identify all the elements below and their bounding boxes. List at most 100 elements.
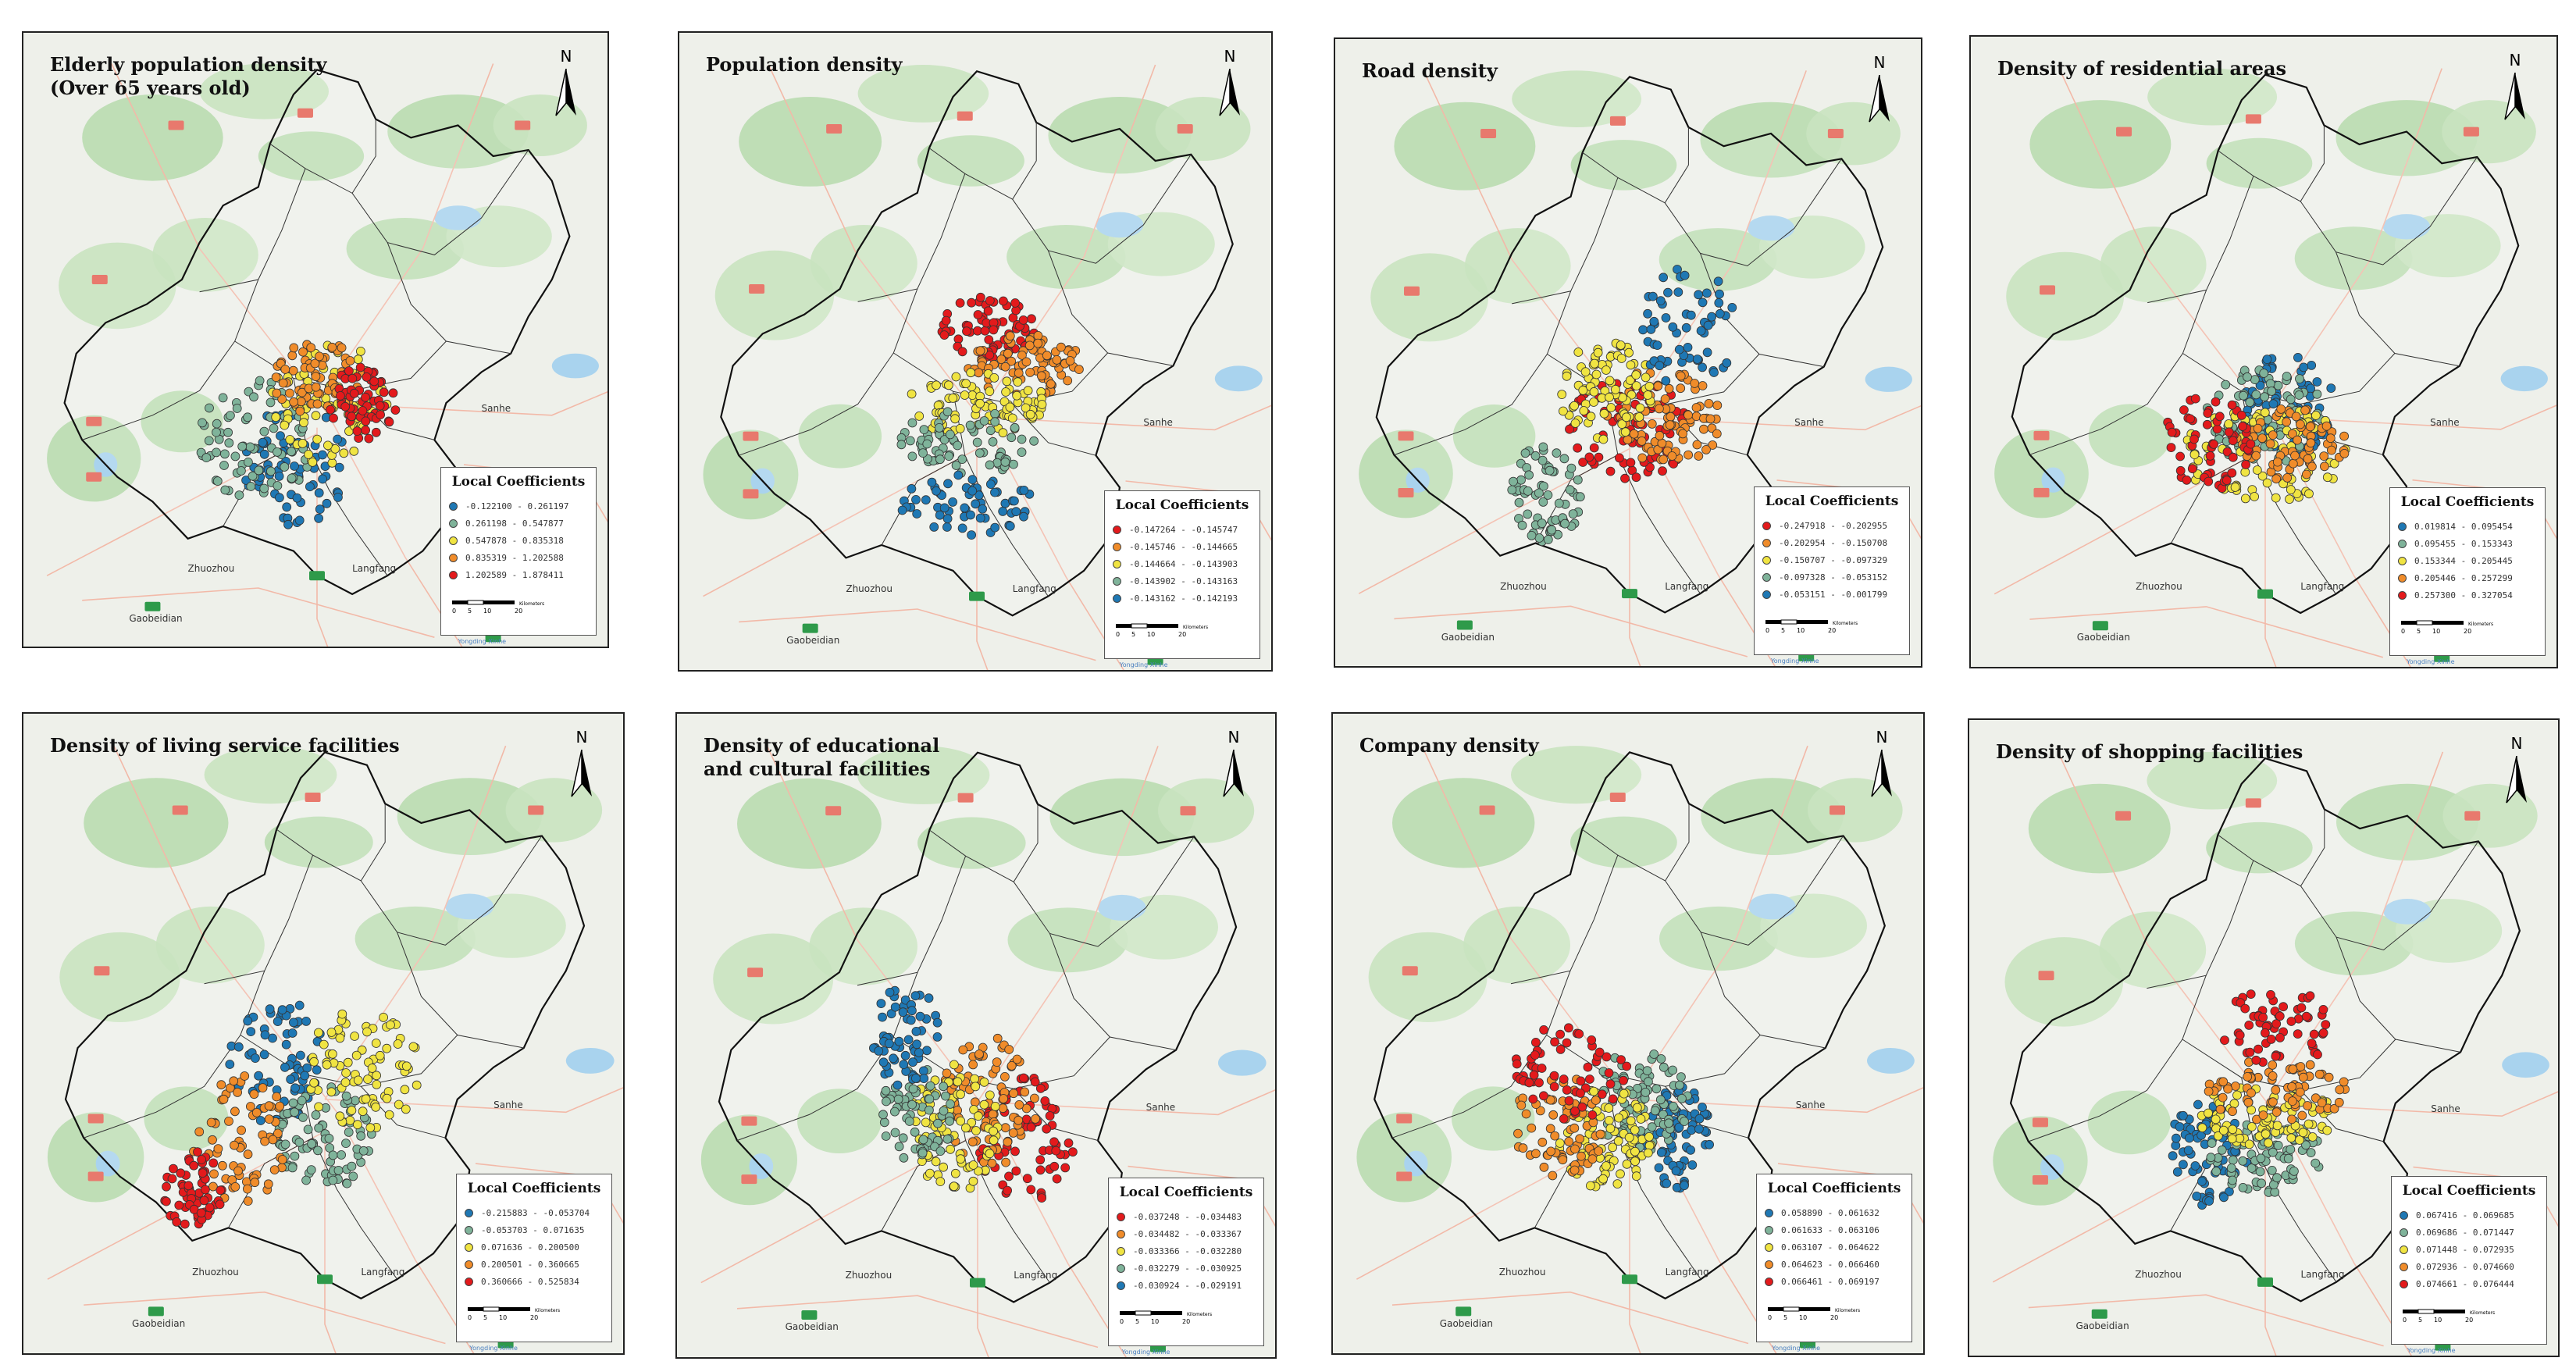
sample-point-class-5	[2222, 447, 2232, 457]
sample-point-class-1	[1030, 1077, 1040, 1087]
sample-point-class-2	[2267, 1166, 2277, 1175]
sample-point-class-4	[1566, 463, 1577, 473]
sample-point-class-1	[973, 310, 983, 319]
sample-point-class-3	[985, 1090, 995, 1100]
sample-point-class-5	[2179, 405, 2189, 415]
sample-point-class-5	[978, 504, 988, 514]
sample-point-class-2	[1656, 1054, 1666, 1064]
highway-shield	[317, 1274, 333, 1285]
sample-point-class-1	[975, 292, 985, 302]
sample-point-class-4	[972, 437, 982, 447]
district-boundary	[1512, 177, 1619, 305]
sample-point-class-1	[276, 431, 285, 440]
sample-point-class-3	[1590, 358, 1599, 369]
highway-shield	[801, 1310, 818, 1320]
legend-swatch	[449, 536, 458, 545]
sample-point-class-5	[1713, 276, 1723, 287]
legend-row: 0.072936 - 0.074660	[2400, 1258, 2539, 1275]
sample-point-class-2	[212, 447, 221, 458]
terrain-patch	[1158, 778, 1255, 843]
sample-point-class-5	[358, 406, 368, 415]
sample-point-class-3	[335, 1111, 345, 1121]
sample-point-class-2	[269, 423, 279, 433]
legend-row: -0.097328 - -0.053152	[1762, 568, 1901, 586]
sample-point-class-1	[2171, 1133, 2181, 1143]
sample-point-class-2	[259, 426, 269, 437]
sample-point-class-2	[1629, 429, 1639, 439]
sample-point-class-4	[2297, 1110, 2307, 1121]
sample-point-class-2	[1704, 398, 1714, 408]
sample-point-class-2	[1655, 1095, 1666, 1105]
legend-swatch	[465, 1208, 473, 1217]
sample-point-class-3	[2262, 478, 2272, 488]
sample-point-class-3	[1621, 412, 1631, 422]
water-body	[434, 205, 482, 230]
sample-point-class-3	[393, 1039, 403, 1049]
sample-point-class-1	[300, 1071, 310, 1081]
sample-point-class-3	[1591, 369, 1602, 380]
sample-point-class-2	[212, 419, 222, 429]
sample-point-class-5	[180, 1219, 190, 1229]
highway-shield	[94, 966, 110, 976]
sample-point-class-3	[314, 1102, 324, 1112]
sample-point-class-3	[1013, 377, 1023, 387]
sample-point-class-1	[1018, 1073, 1028, 1083]
terrain-patch	[714, 250, 835, 340]
sample-point-class-5	[1622, 1061, 1632, 1071]
sample-point-class-3	[1608, 1142, 1618, 1153]
sample-point-class-4	[944, 451, 954, 461]
sample-point-class-3	[1007, 413, 1017, 423]
highway-shield	[1396, 1114, 1413, 1124]
sample-point-class-1	[2255, 380, 2265, 390]
sample-point-class-5	[2212, 424, 2222, 434]
sample-point-class-4	[337, 343, 347, 353]
sample-point-class-3	[931, 1156, 941, 1167]
sample-point-class-5	[907, 484, 917, 494]
sample-point-class-3	[1012, 390, 1022, 401]
legend-swatch	[1113, 542, 1121, 551]
north-arrow: N	[1864, 728, 1900, 803]
legend-row: 0.261198 - 0.547877	[449, 515, 588, 532]
sample-point-class-4	[2204, 1086, 2214, 1096]
sample-point-class-1	[1573, 443, 1583, 453]
sample-point-class-5	[924, 993, 934, 1003]
sample-point-class-4	[985, 426, 996, 436]
north-label: N	[2509, 51, 2521, 69]
sample-point-class-2	[324, 1134, 334, 1143]
sample-point-class-3	[386, 1020, 395, 1030]
sample-point-class-2	[2301, 1140, 2311, 1150]
district-boundary	[893, 1036, 1110, 1089]
sample-point-class-5	[2275, 1032, 2285, 1042]
sample-point-class-4	[1539, 1162, 1549, 1172]
sample-point-class-3	[1631, 370, 1641, 380]
highway-shield	[2033, 430, 2050, 440]
sample-point-class-3	[1630, 1146, 1640, 1156]
scale-units: Kilometers	[1835, 1308, 1860, 1313]
sample-point-class-4	[327, 342, 337, 352]
sample-point-class-1	[1680, 1181, 1689, 1190]
road	[324, 1087, 623, 1114]
highway-shield	[91, 275, 108, 284]
highway-shield	[2463, 127, 2479, 137]
highway-shield	[743, 431, 759, 441]
sample-point-class-5	[1555, 1044, 1566, 1054]
terrain-patch	[713, 933, 834, 1025]
sample-point-class-2	[2228, 1155, 2238, 1165]
sample-point-class-3	[950, 1168, 960, 1178]
sample-point-class-2	[1014, 1115, 1024, 1125]
sample-point-class-1	[318, 474, 328, 484]
sample-point-class-2	[201, 453, 212, 462]
district-boundary	[1700, 932, 1826, 1049]
terrain-patch	[700, 1114, 797, 1206]
scale-tick-label: 0	[1765, 627, 1769, 634]
legend-title: Local Coefficients	[2400, 494, 2535, 510]
terrain-patch	[1392, 778, 1535, 868]
sample-point-class-4	[2319, 461, 2329, 472]
terrain-patch	[144, 1086, 229, 1151]
sample-point-class-1	[286, 1074, 296, 1085]
sample-point-class-1	[2299, 362, 2309, 372]
sample-point-class-3	[1589, 1086, 1599, 1096]
terrain-patch	[737, 778, 882, 869]
sample-point-class-4	[2268, 430, 2278, 440]
sample-point-class-1	[294, 515, 305, 526]
